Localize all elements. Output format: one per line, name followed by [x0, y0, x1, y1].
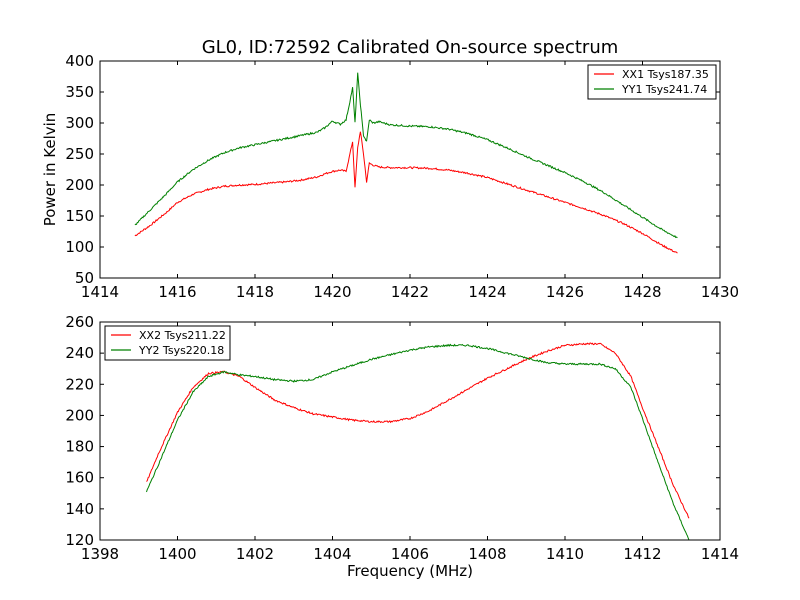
- x-tick-label: 1406: [391, 545, 429, 563]
- bottom-ticks: 1398 1400 1402 1404 1406 1408 1410 1412 1414 120 1…: [65, 313, 739, 563]
- x-tick-label: 1412: [623, 545, 661, 563]
- x-tick-label: 1430: [701, 283, 739, 301]
- y-tick-label: 120: [65, 531, 94, 549]
- y-tick-label: 180: [65, 438, 94, 456]
- x-tick-label: 1424: [468, 283, 506, 301]
- series-line-1-1: [146, 343, 690, 540]
- x-tick-label: 1428: [623, 283, 661, 301]
- bottom-plot-lines: [146, 342, 690, 540]
- x-tick-label: 1426: [546, 283, 584, 301]
- x-tick-label: 1404: [313, 545, 351, 563]
- top-panel: 1414 1416 1418 1420 1422 1424 1426 1428 1430 50 10…: [41, 52, 739, 301]
- figure-title: GL0, ID:72592 Calibrated On-source spect…: [202, 37, 619, 58]
- top-plot-lines: [134, 72, 678, 254]
- y-tick-label: 200: [65, 406, 94, 424]
- legend-box: [104, 325, 231, 361]
- top-ticks: 1414 1416 1418 1420 1422 1424 1426 1428 1430 50 10…: [65, 52, 739, 301]
- y-tick-label: 200: [65, 176, 94, 194]
- y-tick-label: 400: [65, 52, 94, 70]
- legend-entry: YY2 Tsys220.18: [138, 344, 224, 357]
- y-tick-label: 100: [65, 238, 94, 256]
- x-tick-label: 1402: [236, 545, 274, 563]
- x-tick-label: 1420: [313, 283, 351, 301]
- bottom-x-axis-label: Frequency (MHz): [347, 562, 473, 580]
- series-line-1-0: [146, 342, 690, 519]
- y-tick-label: 150: [65, 207, 94, 225]
- series-line-0-1: [134, 72, 678, 239]
- x-tick-label: 1400: [158, 545, 196, 563]
- bottom-panel: 1398 1400 1402 1404 1406 1408 1410 1412 1414 120 1…: [65, 313, 739, 580]
- y-tick-label: 160: [65, 469, 94, 487]
- x-tick-label: 1398: [81, 545, 119, 563]
- x-tick-label: 1414: [701, 545, 739, 563]
- legend-box: [587, 64, 717, 100]
- y-tick-label: 250: [65, 145, 94, 163]
- y-tick-label: 300: [65, 114, 94, 132]
- top-legend: XX1 Tsys187.35 YY1 Tsys241.74: [587, 64, 717, 100]
- y-tick-label: 140: [65, 500, 94, 518]
- y-tick-label: 50: [75, 269, 94, 287]
- x-tick-label: 1414: [81, 283, 119, 301]
- legend-entry: XX2 Tsys211.22: [139, 329, 226, 342]
- x-tick-label: 1416: [158, 283, 196, 301]
- y-tick-label: 260: [65, 313, 94, 331]
- y-tick-label: 240: [65, 344, 94, 362]
- top-y-axis-label: Power in Kelvin: [41, 113, 59, 227]
- y-tick-label: 350: [65, 83, 94, 101]
- bottom-legend: XX2 Tsys211.22 YY2 Tsys220.18: [104, 325, 231, 361]
- y-tick-label: 220: [65, 375, 94, 393]
- legend-entry: YY1 Tsys241.74: [621, 83, 707, 96]
- x-tick-label: 1422: [391, 283, 429, 301]
- series-line-0-0: [134, 131, 678, 254]
- x-tick-label: 1418: [236, 283, 274, 301]
- legend-entry: XX1 Tsys187.35: [622, 68, 709, 81]
- x-tick-label: 1408: [468, 545, 506, 563]
- x-tick-label: 1410: [546, 545, 584, 563]
